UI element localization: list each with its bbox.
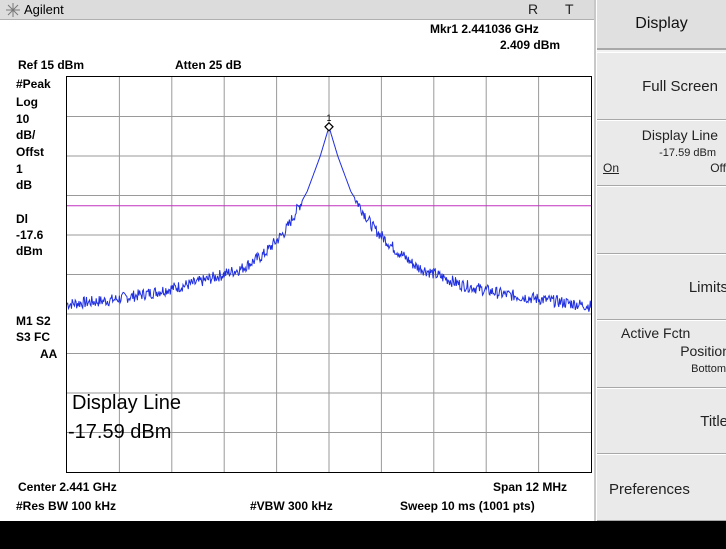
display-line-on-option: On (603, 161, 620, 175)
limits-label: Limits (688, 279, 726, 296)
full-screen-softkey[interactable]: Full Screen (597, 52, 726, 120)
display-line-overlay-value: -17.59 dBm (68, 421, 172, 443)
title-softkey-label: Title (700, 413, 726, 430)
agilent-spark-icon (6, 2, 20, 17)
position-label: Position (680, 343, 726, 359)
marker-amplitude: 2.409 dBm (500, 38, 561, 52)
active-fctn-label: Active Fctn (621, 325, 691, 341)
preferences-label: Preferences (609, 481, 690, 498)
graticule: 1 (66, 76, 592, 473)
marker-1: 1 (324, 113, 334, 132)
menu-title: Display (597, 0, 726, 50)
softkey-panel: Display Full Screen Display Line -17.59 … (597, 0, 726, 521)
resolution-bandwidth: #Res BW 100 kHz (16, 499, 117, 513)
full-screen-label: Full Screen (642, 78, 718, 95)
marker-number: 1 (326, 113, 331, 123)
center-frequency: Center 2.441 GHz (18, 480, 117, 494)
offset-unit: dB (16, 178, 32, 192)
brand-text: Agilent (24, 2, 64, 17)
scale-unit: dB/ (16, 128, 36, 142)
display-line-softkey[interactable]: Display Line -17.59 dBm On Off (597, 120, 726, 186)
blank-softkey[interactable] (597, 186, 726, 254)
preferences-softkey[interactable]: Preferences (597, 454, 726, 521)
offset-value: 1 (16, 162, 23, 176)
display-line-label: Dl (16, 212, 28, 226)
display-line-softkey-value: -17.59 dBm (659, 147, 716, 159)
active-fctn-position-softkey[interactable]: Active Fctn Position Bottom (597, 320, 726, 388)
position-value: Bottom (691, 363, 726, 375)
span: Span 12 MHz (493, 480, 568, 494)
marker-frequency: Mkr1 2.441036 GHz (430, 22, 539, 36)
gridlines (67, 77, 591, 472)
analyzer-screen: Agilent R T Mkr1 2.441036 GHz 2.409 dBm … (0, 0, 596, 521)
marker-status-m1s2: M1 S2 (16, 314, 51, 328)
display-line-off-option: Off (710, 161, 726, 175)
title-softkey[interactable]: Title (597, 388, 726, 454)
agilent-logo: Agilent (6, 2, 64, 17)
title-bar: Agilent R T (0, 0, 594, 20)
display-line-overlay-title: Display Line (72, 392, 181, 414)
marker-diamond-icon (324, 121, 334, 132)
sweep-time: Sweep 10 ms (1001 pts) (400, 499, 535, 513)
detector-label: #Peak (16, 77, 51, 91)
display-line-unit: dBm (16, 244, 43, 258)
spectrum-plot: 1 (67, 77, 591, 472)
trigger-indicator: T (565, 1, 574, 17)
video-bandwidth: #VBW 300 kHz (250, 499, 333, 513)
limits-softkey[interactable]: Limits (597, 254, 726, 320)
display-line-level: -17.6 (16, 228, 44, 242)
remote-indicator: R (528, 1, 539, 17)
marker-status-s3fc: S3 FC (16, 330, 51, 344)
aa-indicator: AA (40, 347, 58, 361)
offset-label: Offst (16, 145, 44, 159)
status-bar (0, 521, 726, 549)
scale-type: Log (16, 95, 38, 109)
ref-level: Ref 15 dBm (18, 58, 85, 72)
display-line-softkey-label: Display Line (641, 127, 718, 143)
scale-value: 10 (16, 112, 30, 126)
attenuation: Atten 25 dB (175, 58, 242, 72)
